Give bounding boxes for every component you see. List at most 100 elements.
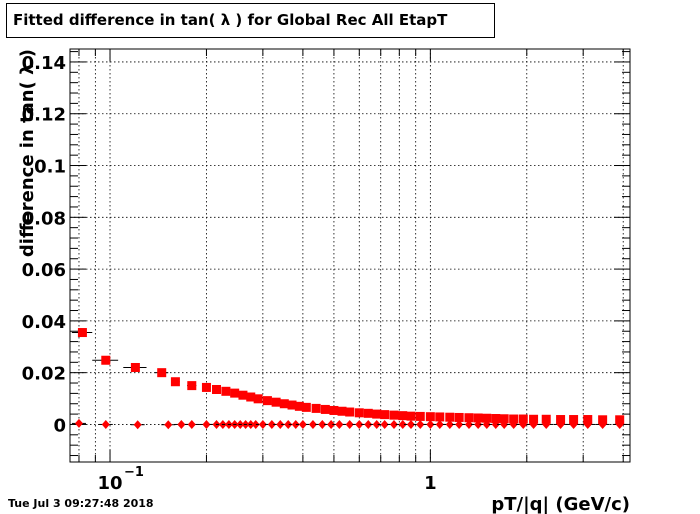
data-point-diamond	[284, 419, 293, 429]
y-tick-label: 0.04	[22, 312, 66, 333]
y-tick-label: 0.08	[22, 208, 66, 229]
data-point-diamond	[398, 419, 407, 429]
x-tick-label-exponent: −1	[124, 465, 144, 480]
data-point-square	[363, 408, 373, 418]
data-point-diamond	[474, 419, 483, 429]
x-axis-label: pT/|q| (GeV/c)	[491, 494, 630, 514]
data-point-square	[101, 355, 111, 365]
data-point-diamond	[101, 419, 110, 429]
data-point-square	[583, 415, 593, 425]
data-point-square	[482, 413, 492, 423]
data-point-square	[615, 415, 625, 425]
data-point-square	[518, 414, 528, 424]
data-point-square	[354, 408, 364, 418]
data-point-diamond	[509, 419, 518, 429]
data-point-diamond	[529, 419, 538, 429]
data-point-diamond	[500, 419, 509, 429]
data-point-diamond	[164, 420, 173, 430]
data-point-diamond	[74, 418, 83, 428]
data-point-square	[238, 390, 248, 400]
data-point-diamond	[542, 419, 551, 429]
data-point-square	[246, 392, 256, 402]
data-point-square	[529, 414, 539, 424]
series-layer	[71, 328, 627, 430]
data-point-square	[415, 411, 425, 421]
data-point-square	[445, 412, 455, 422]
data-point-square	[201, 382, 211, 392]
data-point-diamond	[335, 419, 344, 429]
data-point-diamond	[318, 419, 327, 429]
data-point-diamond	[258, 419, 267, 429]
data-point-diamond	[445, 419, 454, 429]
data-point-square	[499, 414, 509, 424]
x-tick-label: 1	[424, 473, 437, 494]
data-point-diamond	[327, 419, 336, 429]
y-tick-label: 0.14	[22, 53, 66, 74]
data-point-diamond	[519, 419, 528, 429]
data-point-square	[130, 362, 140, 372]
datestamp: Tue Jul 3 09:27:48 2018	[8, 497, 154, 510]
data-point-square	[221, 386, 231, 396]
y-axis-label: difference in tan( λ )	[17, 49, 38, 257]
data-point-diamond	[177, 419, 186, 429]
data-point-diamond	[464, 419, 473, 429]
data-point-square	[569, 415, 579, 425]
y-tick-label: 0	[53, 415, 66, 436]
data-point-diamond	[426, 419, 435, 429]
data-point-square	[425, 412, 435, 422]
data-point-square	[279, 399, 289, 409]
data-point-square	[271, 397, 281, 407]
data-point-diamond	[345, 419, 354, 429]
data-point-square	[230, 388, 240, 398]
data-point-diamond	[355, 419, 364, 429]
data-point-square	[187, 381, 197, 391]
data-point-square	[435, 412, 445, 422]
data-point-square	[287, 400, 297, 410]
data-point-diamond	[133, 420, 142, 430]
data-point-diamond	[251, 419, 260, 429]
y-tick-label: 0.06	[22, 260, 66, 281]
data-point-diamond	[556, 419, 565, 429]
data-point-square	[389, 410, 399, 420]
y-tick-label: 0.1	[34, 157, 66, 178]
data-point-square	[473, 413, 483, 423]
data-point-square	[157, 368, 167, 378]
data-point-square	[406, 411, 416, 421]
data-point-diamond	[615, 419, 624, 429]
data-point-square	[320, 404, 330, 414]
data-point-square	[329, 405, 339, 415]
data-point-square	[212, 384, 222, 394]
data-point-square	[509, 414, 519, 424]
chart-title: Fitted difference in tan( λ ) for Global…	[6, 3, 495, 38]
data-point-diamond	[308, 419, 317, 429]
data-point-diamond	[569, 419, 578, 429]
data-point-diamond	[435, 419, 444, 429]
data-point-diamond	[372, 419, 381, 429]
data-point-square	[294, 401, 304, 411]
data-point-square	[380, 410, 390, 420]
data-point-diamond	[455, 419, 464, 429]
data-point-square	[398, 411, 408, 421]
data-point-square	[337, 406, 347, 416]
y-tick-label: 0.12	[22, 105, 66, 126]
data-point-diamond	[291, 419, 300, 429]
data-point-square	[491, 413, 501, 423]
data-point-square	[253, 394, 263, 404]
data-point-diamond	[202, 419, 211, 429]
data-point-diamond	[389, 419, 398, 429]
y-tick-label: 0.02	[22, 364, 66, 385]
data-point-square	[77, 328, 87, 338]
data-point-diamond	[416, 419, 425, 429]
data-point-square	[556, 415, 566, 425]
data-point-diamond	[482, 419, 491, 429]
data-point-diamond	[364, 419, 373, 429]
data-point-diamond	[583, 419, 592, 429]
grid-layer	[70, 49, 630, 462]
data-point-square	[262, 396, 272, 406]
data-point-diamond	[491, 419, 500, 429]
data-point-square	[345, 407, 355, 417]
data-point-diamond	[406, 419, 415, 429]
data-point-square	[301, 402, 311, 412]
data-point-diamond	[380, 419, 389, 429]
